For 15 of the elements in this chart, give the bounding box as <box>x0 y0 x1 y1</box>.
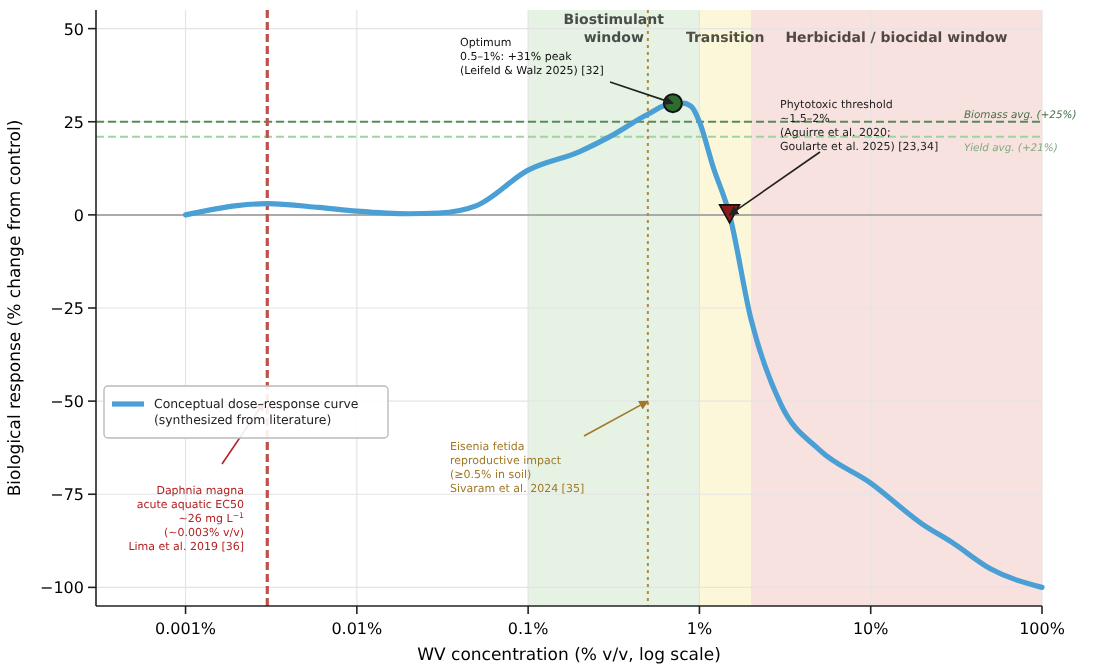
y-tick-label: 25 <box>63 113 84 132</box>
y-tick-label: −75 <box>50 486 84 505</box>
y-tick-label: 0 <box>73 206 84 225</box>
y-axis-title: Biological response (% change from control) <box>6 119 26 497</box>
x-tick-label: 0.1% <box>507 620 550 638</box>
x-axis-title: WV concentration (% v/v, log scale) <box>417 646 721 666</box>
y-tick-label: −100 <box>40 579 84 598</box>
x-tick-label: 10% <box>852 620 890 638</box>
y-tick-label: −50 <box>50 393 84 412</box>
y-tick-label: 50 <box>63 20 84 39</box>
y-tick-label: −25 <box>50 300 84 318</box>
x-tick-label: 0.001% <box>155 620 217 638</box>
x-tick-label: 0.01% <box>331 620 384 638</box>
x-tick-label: 1% <box>686 620 713 638</box>
x-tick-label: 100% <box>1019 620 1066 638</box>
